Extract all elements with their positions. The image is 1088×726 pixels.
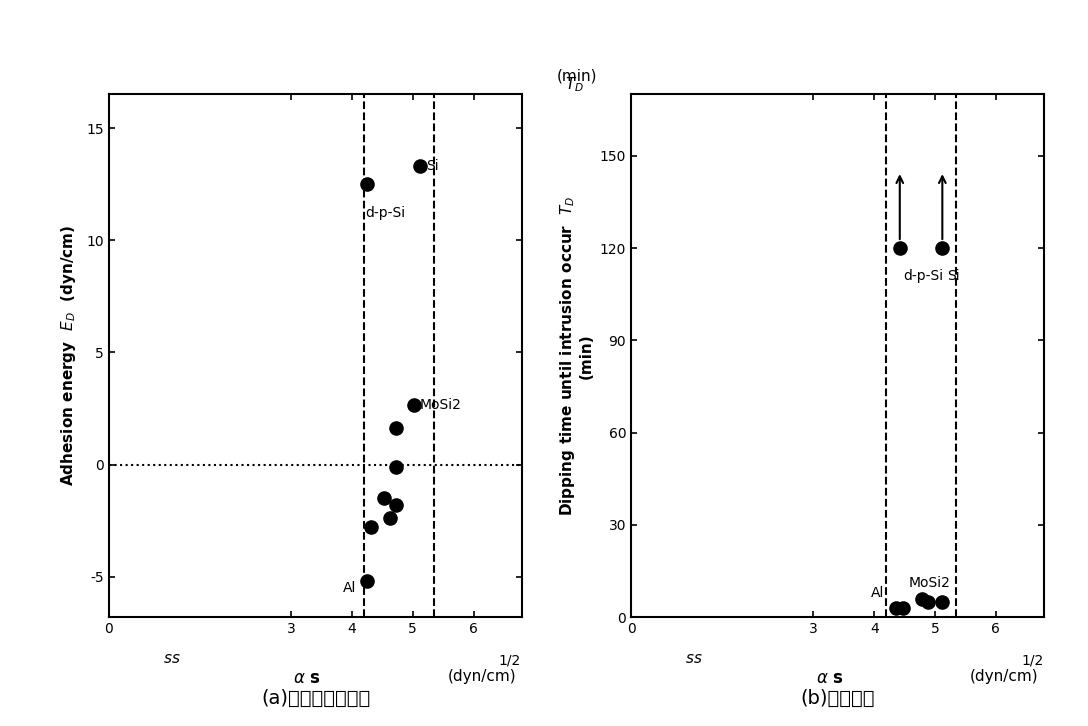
Point [375,492,393,504]
Point [362,521,380,533]
Point [894,602,912,613]
Text: Si: Si [426,159,438,174]
Y-axis label: Dipping time until intrusion occur  $T_D$
(min): Dipping time until intrusion occur $T_D$… [558,196,594,515]
Point [381,513,398,524]
Point [934,596,951,608]
Point [887,602,904,613]
Point [359,179,376,190]
Text: d-p-Si: d-p-Si [903,269,943,283]
Text: (b)接着強度: (b)接着強度 [801,689,875,708]
Point [913,593,930,605]
Point [387,499,405,510]
Text: $\!\mathit{ss}$: $\!\mathit{ss}$ [164,651,182,666]
Text: (dyn/cm): (dyn/cm) [970,669,1039,685]
Text: (a)接着エネルギー: (a)接着エネルギー [261,689,370,708]
Point [891,242,908,254]
Point [934,242,951,254]
Text: $\!\mathit{ss}$: $\!\mathit{ss}$ [687,651,704,666]
Text: Si: Si [948,269,960,283]
Text: Al: Al [871,585,885,600]
Text: $\alpha$ s: $\alpha$ s [816,669,843,688]
Point [387,461,405,473]
Point [359,576,376,587]
Point [411,160,429,172]
Text: (min): (min) [557,69,597,84]
Text: (dyn/cm): (dyn/cm) [448,669,517,685]
Text: 1/2: 1/2 [1021,653,1043,668]
Point [387,422,405,433]
Text: d-p-Si: d-p-Si [366,206,406,220]
Text: 1/2: 1/2 [498,653,521,668]
Text: Al: Al [343,581,356,595]
Y-axis label: Adhesion energy  $E_D$  (dyn/cm): Adhesion energy $E_D$ (dyn/cm) [59,225,78,486]
Text: MoSi2: MoSi2 [420,398,462,412]
Point [919,596,937,608]
Text: MoSi2: MoSi2 [908,576,951,590]
Text: $T_D$: $T_D$ [565,76,584,94]
Text: $\alpha$ s: $\alpha$ s [294,669,321,688]
Point [406,399,423,411]
